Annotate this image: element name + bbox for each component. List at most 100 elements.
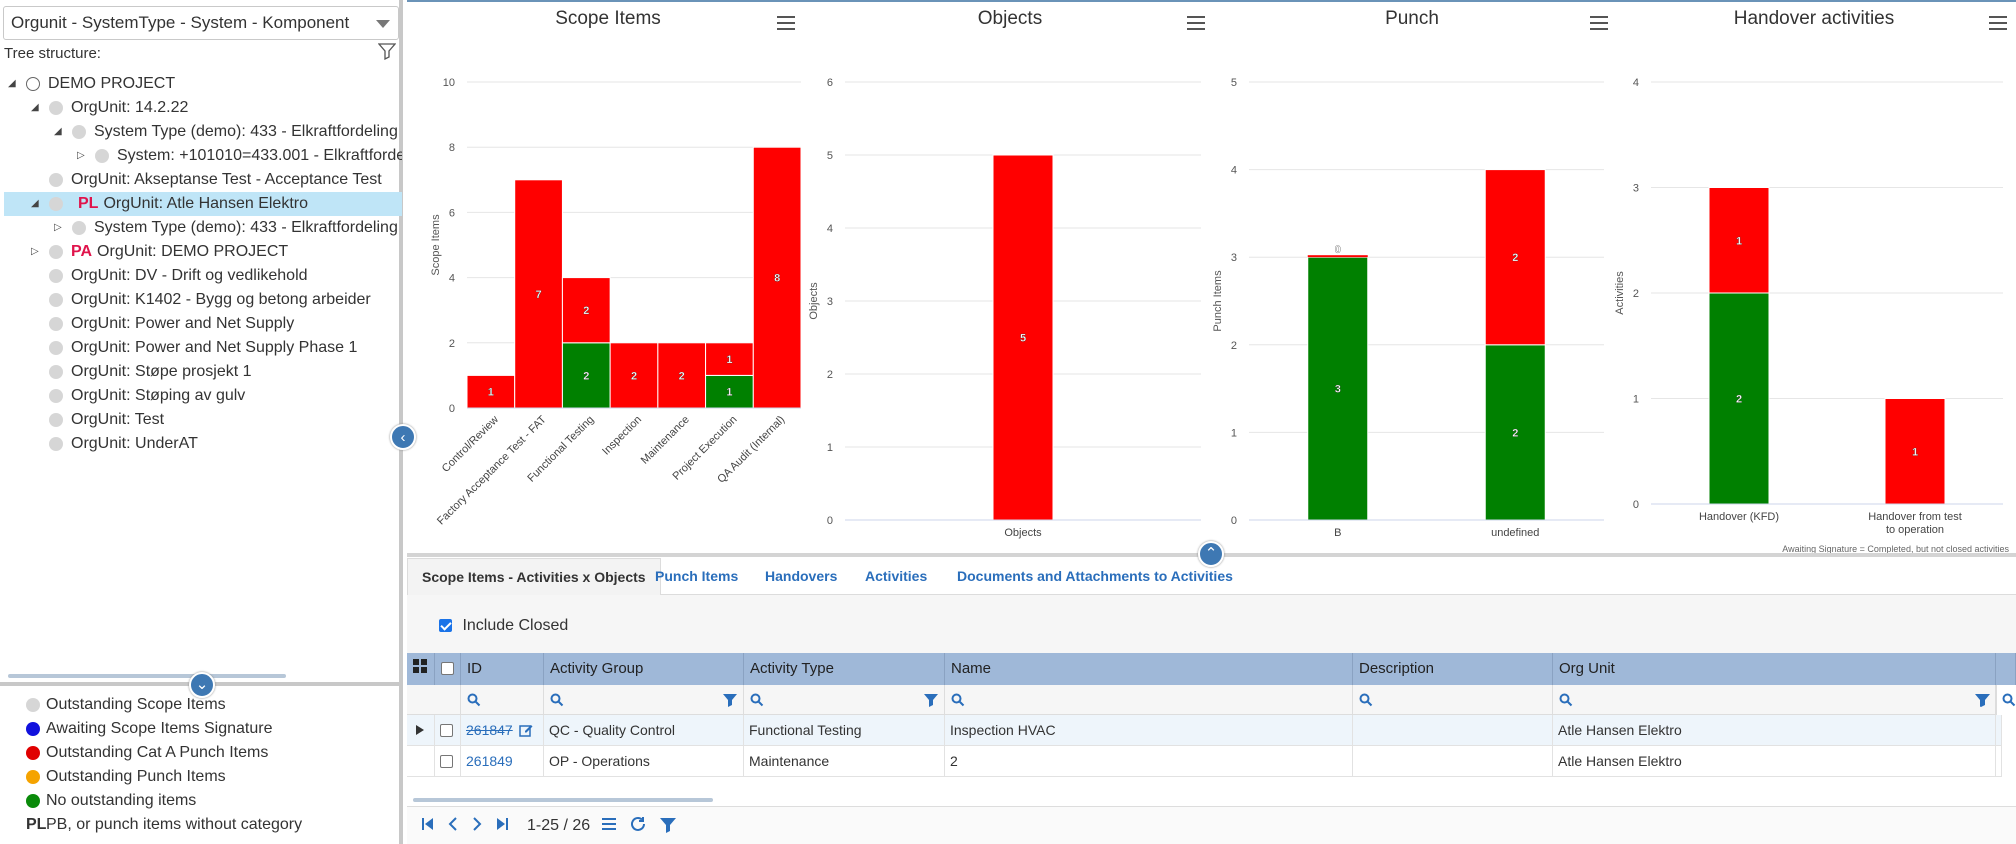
search-icon[interactable] (467, 693, 481, 712)
row-checkbox[interactable] (440, 724, 453, 737)
edit-icon[interactable] (518, 724, 533, 740)
collapse-left-panel-button[interactable]: ‹ (390, 424, 416, 450)
column-filter-cell[interactable] (744, 685, 945, 715)
previous-page-icon[interactable] (447, 816, 459, 837)
tree-node[interactable]: OrgUnit: Test (4, 408, 402, 432)
tree-node[interactable]: OrgUnit: UnderAT (4, 432, 402, 456)
column-header[interactable]: Org Unit (1553, 653, 1996, 685)
chart-menu-icon[interactable] (1187, 16, 1205, 34)
chart-menu-icon[interactable] (1989, 16, 2007, 34)
bar-segment[interactable] (609, 342, 659, 409)
grid-cell-id[interactable]: 261849 (461, 746, 544, 777)
activity-id-link[interactable]: 261849 (466, 753, 513, 769)
bar-segment[interactable] (1307, 255, 1368, 258)
y-tick-label: 2 (1633, 288, 1639, 300)
collapse-charts-button[interactable]: ⌃ (1198, 541, 1224, 567)
column-header[interactable]: Description (1353, 653, 1553, 685)
column-filter-cell[interactable] (461, 685, 544, 715)
tree-node[interactable]: ▷ PA OrgUnit: DEMO PROJECT (4, 240, 402, 264)
include-closed-toggle[interactable]: Include Closed (439, 617, 568, 635)
first-page-icon[interactable] (421, 816, 435, 837)
expand-icon[interactable]: ▷ (54, 222, 62, 233)
grid-horizontal-scrollbar[interactable] (413, 798, 713, 802)
filter-icon[interactable] (924, 693, 938, 712)
chart-menu-icon[interactable] (777, 16, 795, 34)
tree-node[interactable]: OrgUnit: Akseptanse Test - Acceptance Te… (4, 168, 402, 192)
search-icon[interactable] (550, 693, 564, 712)
data-label: 2 (631, 370, 637, 382)
search-icon[interactable] (2002, 693, 2016, 712)
filter-icon[interactable] (1976, 693, 1990, 712)
column-filter-cell[interactable] (544, 685, 744, 715)
column-filter-cell[interactable] (945, 685, 1353, 715)
column-header[interactable]: ID (461, 653, 544, 685)
expand-icon[interactable]: ▷ (31, 246, 39, 257)
bar-segment[interactable] (752, 146, 802, 409)
last-page-icon[interactable] (495, 816, 509, 837)
tree-horizontal-scrollbar[interactable] (8, 674, 286, 678)
hierarchy-dropdown[interactable]: Orgunit - SystemType - System - Komponen… (3, 6, 399, 40)
bar-segment[interactable] (561, 342, 611, 409)
tree-node[interactable]: ◢ OrgUnit: 14.2.22 (4, 96, 402, 120)
bar-segment[interactable] (992, 154, 1054, 521)
bar-segment[interactable] (1884, 398, 1946, 505)
tab-handovers[interactable]: Handovers (765, 568, 838, 584)
bar-segment[interactable] (1708, 187, 1770, 294)
refresh-icon[interactable] (629, 816, 647, 839)
tree-node[interactable]: ▷ System Type (demo): 433 - Elkraftfordel… (4, 216, 402, 240)
search-icon[interactable] (1359, 693, 1373, 712)
grid-menu-icon[interactable] (407, 653, 435, 685)
tree-node[interactable]: OrgUnit: Støping av gulv (4, 384, 402, 408)
tab-documents-and-attachments-to-activities[interactable]: Documents and Attachments to Activities (957, 568, 1233, 584)
filter-icon[interactable] (659, 816, 677, 839)
tree-node[interactable]: ◢ System Type (demo): 433 - Elkraftfordel… (4, 120, 402, 144)
column-header[interactable]: Activity Type (744, 653, 945, 685)
bar-segment[interactable] (705, 342, 754, 376)
bar-segment[interactable] (1307, 256, 1369, 521)
collapse-icon[interactable]: ◢ (54, 126, 62, 137)
grid-cell-id[interactable]: 261847 (461, 715, 544, 746)
bar-segment[interactable] (657, 342, 707, 409)
tree-node[interactable]: OrgUnit: Power and Net Supply (4, 312, 402, 336)
expand-icon[interactable]: ▷ (77, 150, 85, 161)
tab-scope-items-activities-x-objects[interactable]: Scope Items - Activities x Objects (407, 558, 661, 595)
tree-node-label-wrap: DEMO PROJECT (48, 72, 175, 96)
column-header[interactable]: Activity Group (544, 653, 744, 685)
column-filter-cell[interactable] (1353, 685, 1553, 715)
tab-activities[interactable]: Activities (865, 568, 928, 584)
bar-segment[interactable] (561, 277, 611, 344)
page-size-menu-icon[interactable] (601, 816, 617, 837)
next-page-icon[interactable] (471, 816, 483, 837)
tree-node[interactable]: ▷ System: +101010=433.001 - Elkraftfordel… (4, 144, 402, 168)
collapse-icon[interactable]: ◢ (31, 102, 39, 113)
activity-id-link[interactable]: 261847 (466, 722, 513, 738)
chart-menu-icon[interactable] (1590, 16, 1608, 34)
filter-icon[interactable] (377, 42, 397, 65)
collapse-icon[interactable]: ◢ (8, 78, 16, 89)
tree-node[interactable]: OrgUnit: Støpe prosjekt 1 (4, 360, 402, 384)
bar-segment[interactable] (514, 179, 563, 409)
tree-node[interactable]: ◢ PL OrgUnit: Atle Hansen Elektro (4, 192, 402, 216)
collapse-legend-button[interactable]: ⌄ (189, 672, 215, 698)
column-filter-cell[interactable] (1553, 685, 1996, 715)
tree-node[interactable]: ◢ DEMO PROJECT (4, 72, 402, 96)
filter-icon[interactable] (723, 693, 737, 712)
include-closed-checkbox[interactable] (439, 619, 452, 632)
search-icon[interactable] (750, 693, 764, 712)
bar-segment[interactable] (1708, 292, 1770, 505)
search-icon[interactable] (1559, 693, 1573, 712)
column-header[interactable]: Name (945, 653, 1353, 685)
tree-node[interactable]: OrgUnit: DV - Drift og vedlikehold (4, 264, 402, 288)
bar-segment[interactable] (1484, 169, 1546, 346)
row-expand-cell[interactable] (407, 746, 435, 777)
tree-node[interactable]: OrgUnit: Power and Net Supply Phase 1 (4, 336, 402, 360)
bar-segment[interactable] (705, 374, 754, 409)
collapse-icon[interactable]: ◢ (31, 198, 39, 209)
row-checkbox[interactable] (440, 755, 453, 768)
search-icon[interactable] (951, 693, 965, 712)
row-expand-cell[interactable] (407, 715, 435, 746)
select-all-checkbox[interactable] (441, 662, 454, 675)
tree-node[interactable]: OrgUnit: K1402 - Bygg og betong arbeider (4, 288, 402, 312)
tab-punch-items[interactable]: Punch Items (655, 568, 739, 584)
column-filter-cell[interactable] (1976, 685, 2016, 715)
